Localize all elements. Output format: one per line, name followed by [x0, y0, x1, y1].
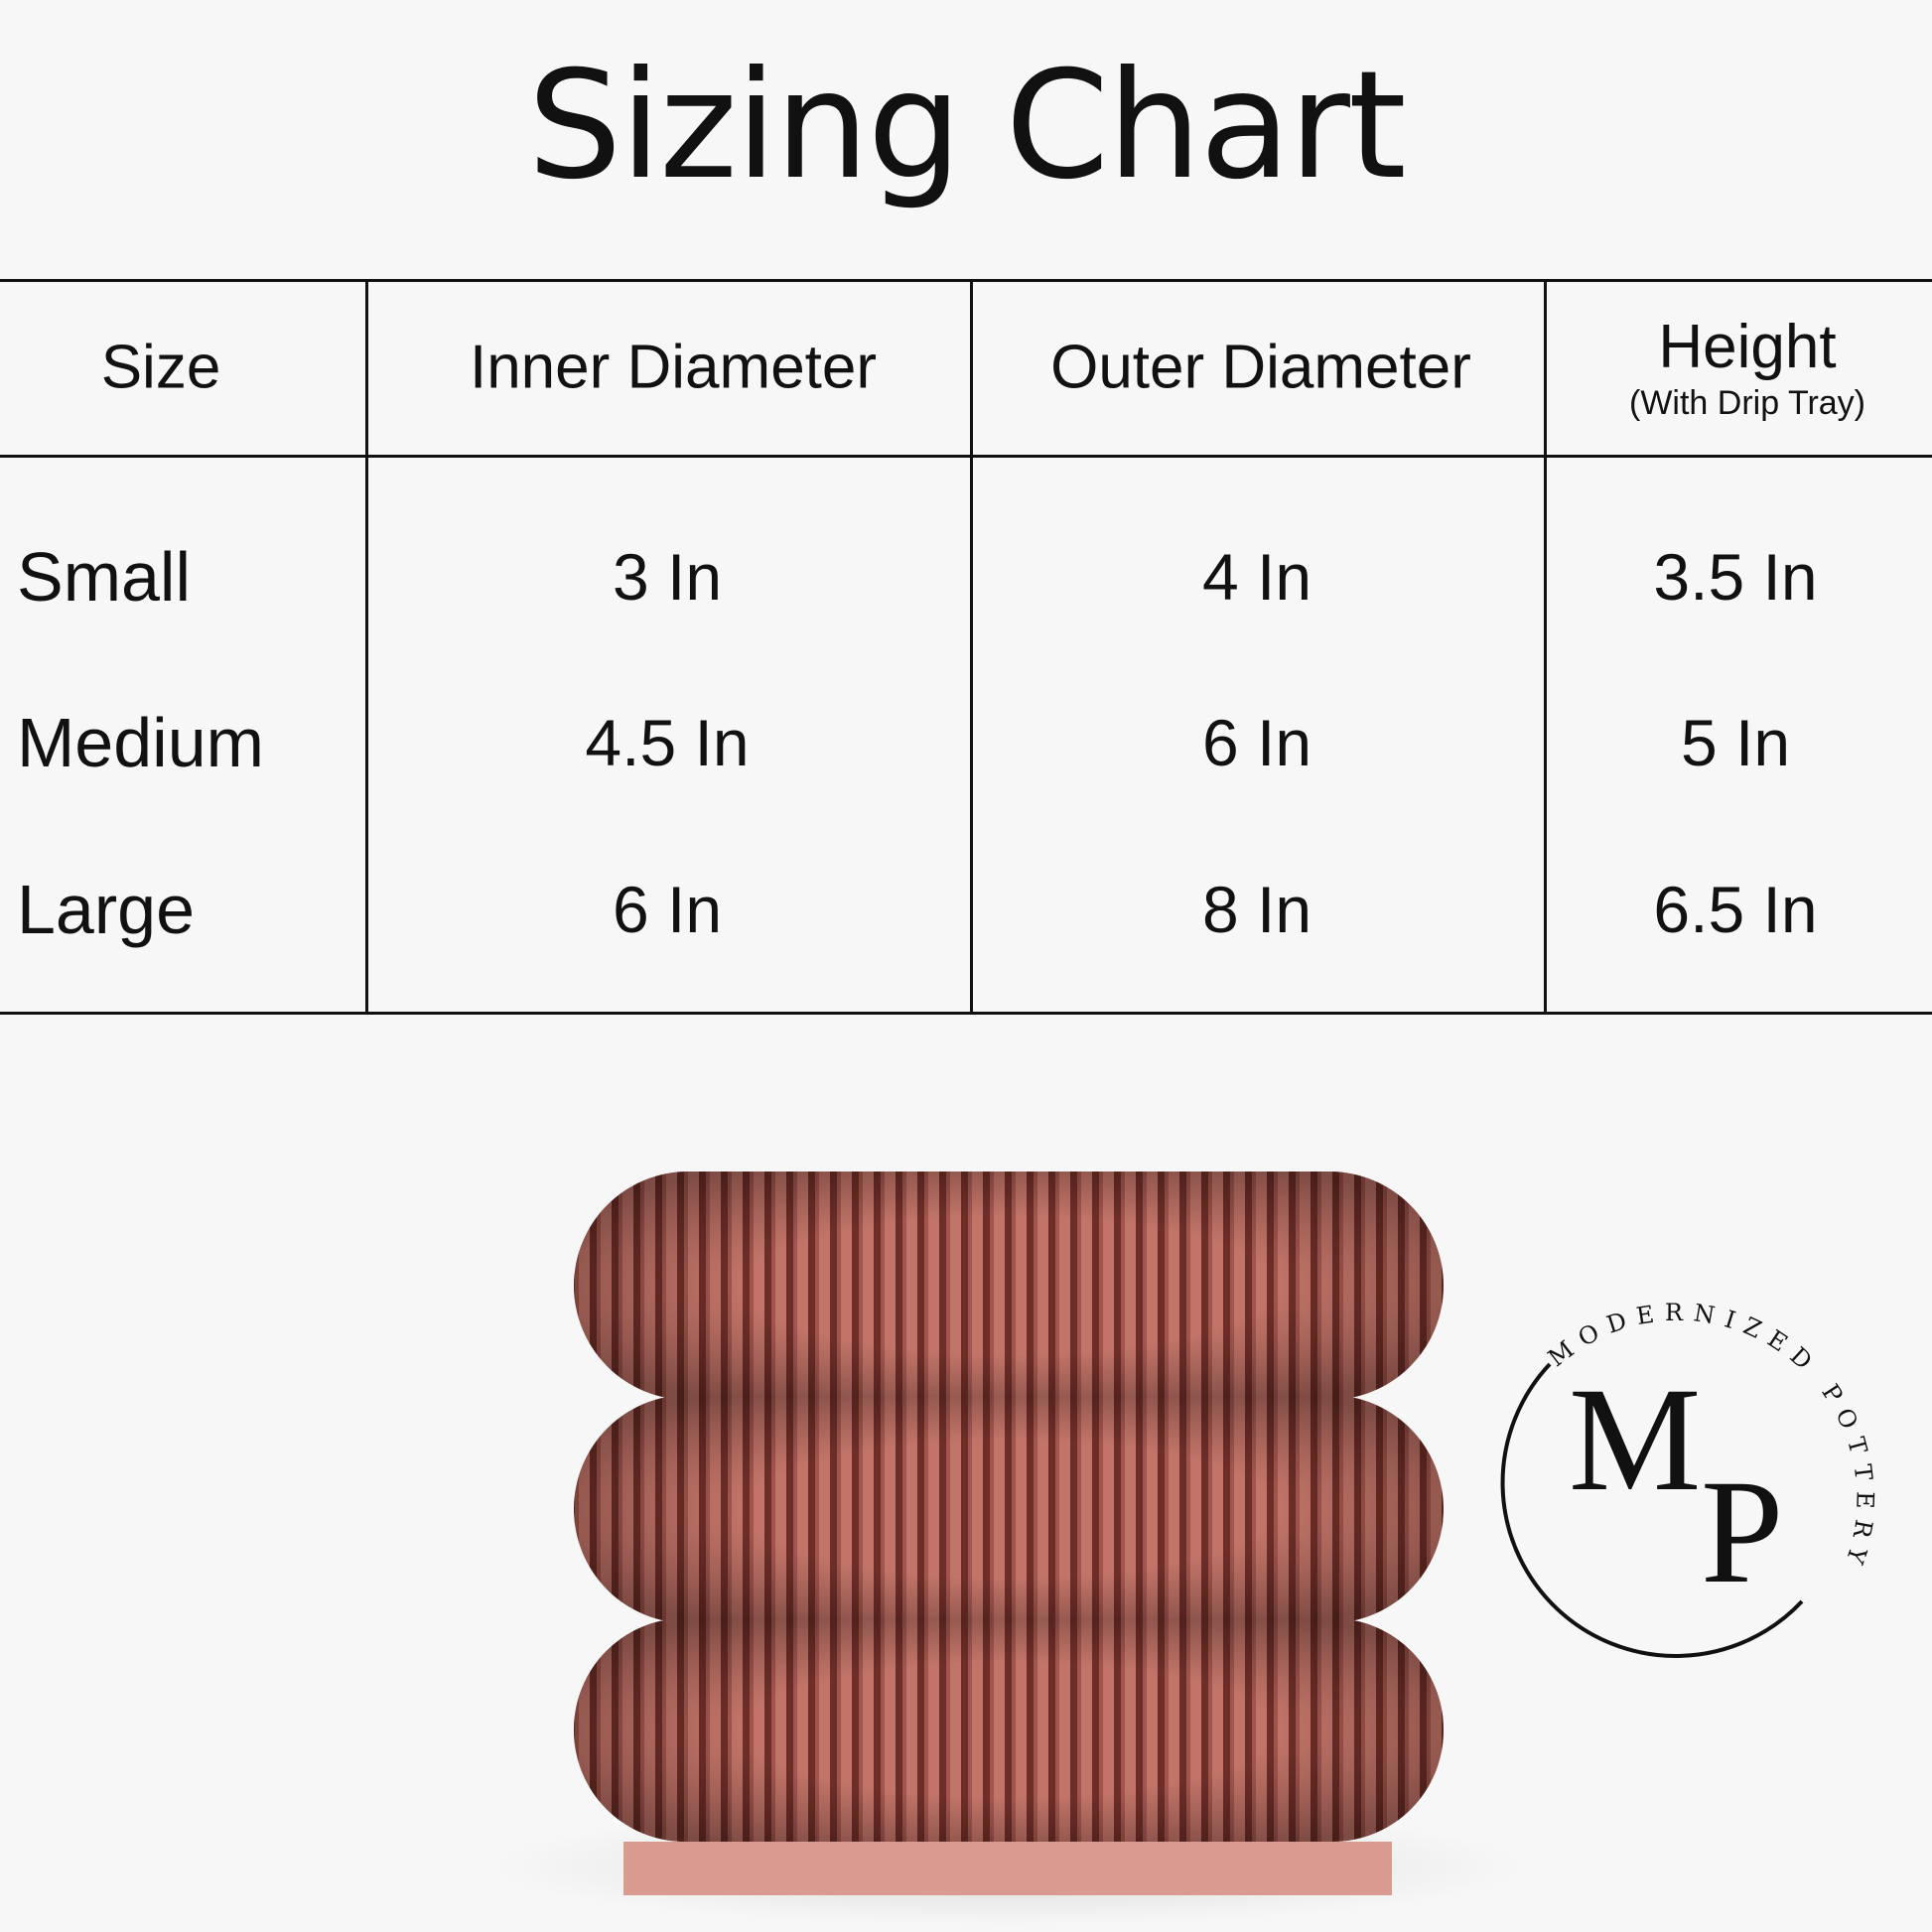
cell-outer: 4 In — [1201, 540, 1312, 614]
planter-vase — [574, 1172, 1444, 1842]
cell-height: 6.5 In — [1653, 873, 1818, 946]
row-size-small: Small — [17, 538, 192, 616]
header-inner-diameter: Inner Diameter — [469, 333, 878, 402]
row-size-large: Large — [17, 871, 196, 948]
header-height-label: Height — [1658, 313, 1837, 381]
column-divider — [970, 280, 973, 1015]
cell-inner: 6 In — [612, 873, 723, 946]
row-size-medium: Medium — [17, 704, 264, 781]
cell-outer: 8 In — [1201, 873, 1312, 946]
header-size: Size — [100, 333, 221, 402]
page-title: Sizing Chart — [527, 40, 1406, 212]
svg-text:P: P — [1701, 1449, 1783, 1614]
cell-height: 3.5 In — [1653, 540, 1818, 614]
cell-outer: 6 In — [1201, 706, 1312, 779]
brand-logo: MODERNIZED POTTERY M P — [1500, 1299, 1869, 1658]
svg-text:M: M — [1569, 1357, 1701, 1522]
cell-inner: 4.5 In — [585, 706, 750, 779]
table-header-divider — [0, 455, 1932, 458]
header-height-note: (With Drip Tray) — [1629, 384, 1865, 422]
table-bottom-border — [0, 1012, 1932, 1015]
drip-tray — [623, 1842, 1392, 1895]
cell-height: 5 In — [1680, 706, 1791, 779]
cell-inner: 3 In — [612, 540, 723, 614]
header-height: Height (With Drip Tray) — [1629, 312, 1865, 423]
column-divider — [1544, 280, 1547, 1015]
header-outer-diameter: Outer Diameter — [1050, 333, 1471, 402]
table-top-border — [0, 279, 1932, 282]
column-divider — [365, 280, 368, 1015]
